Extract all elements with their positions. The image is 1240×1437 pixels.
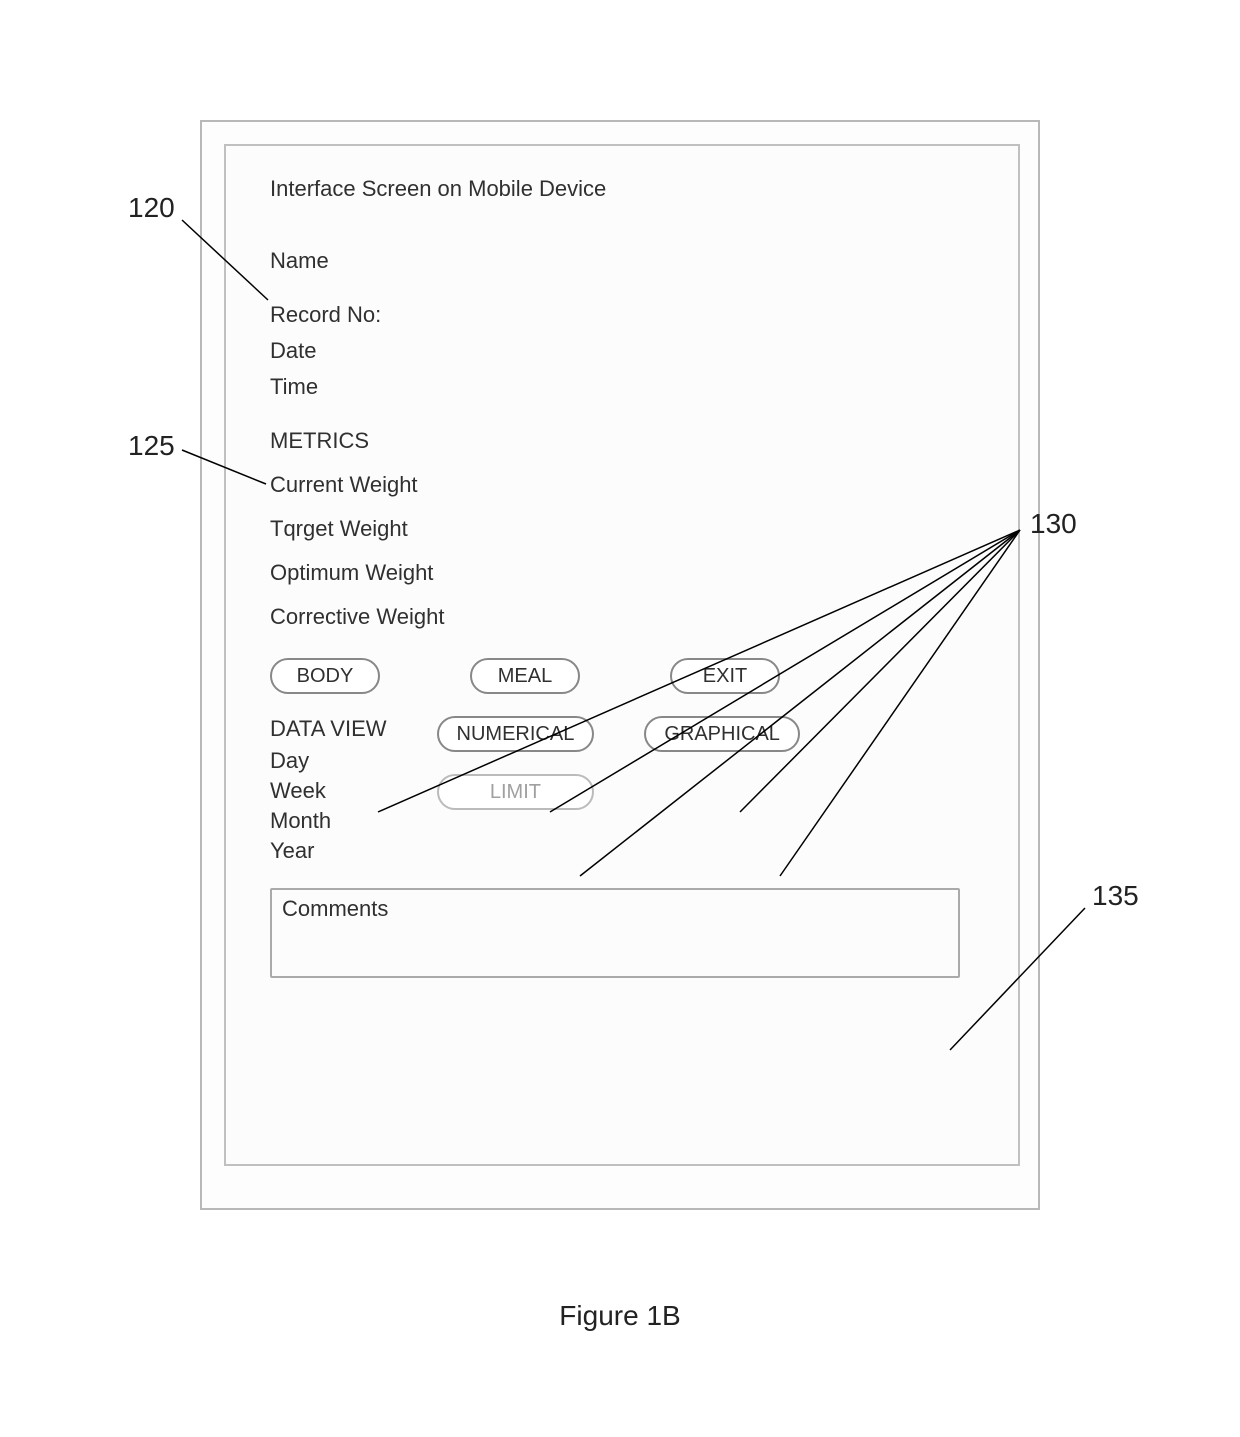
data-view-label: DATA VIEW — [270, 716, 387, 742]
callout-135: 135 — [1092, 880, 1139, 912]
data-view-row: DATA VIEW Day Week Month Year NUMERICAL … — [270, 716, 984, 868]
current-weight-label: Current Weight — [270, 472, 984, 498]
body-button[interactable]: BODY — [270, 658, 380, 694]
period-day: Day — [270, 748, 387, 774]
optimum-weight-label: Optimum Weight — [270, 560, 984, 586]
callout-125: 125 — [128, 430, 175, 462]
exit-button[interactable]: EXIT — [670, 658, 780, 694]
metrics-label: METRICS — [270, 428, 984, 454]
time-label: Time — [270, 374, 984, 400]
period-month: Month — [270, 808, 387, 834]
callout-130: 130 — [1030, 508, 1077, 540]
period-week: Week — [270, 778, 387, 804]
meal-button[interactable]: MEAL — [470, 658, 580, 694]
button-row-1: BODY MEAL EXIT — [270, 658, 984, 694]
comments-box[interactable]: Comments — [270, 888, 960, 978]
date-label: Date — [270, 338, 984, 364]
name-label: Name — [270, 248, 984, 274]
figure-caption: Figure 1B — [0, 1300, 1240, 1332]
graphical-button[interactable]: GRAPHICAL — [644, 716, 800, 752]
numerical-button[interactable]: NUMERICAL — [437, 716, 595, 752]
device-screen: Interface Screen on Mobile Device Name R… — [224, 144, 1020, 1166]
record-no-label: Record No: — [270, 302, 984, 328]
screen-title: Interface Screen on Mobile Device — [270, 176, 984, 202]
period-year: Year — [270, 838, 387, 864]
device-outer-frame: Interface Screen on Mobile Device Name R… — [200, 120, 1040, 1210]
corrective-weight-label: Corrective Weight — [270, 604, 984, 630]
comments-label: Comments — [282, 896, 388, 921]
callout-120: 120 — [128, 192, 175, 224]
target-weight-label: Tqrget Weight — [270, 516, 984, 542]
limit-button[interactable]: LIMIT — [437, 774, 595, 810]
